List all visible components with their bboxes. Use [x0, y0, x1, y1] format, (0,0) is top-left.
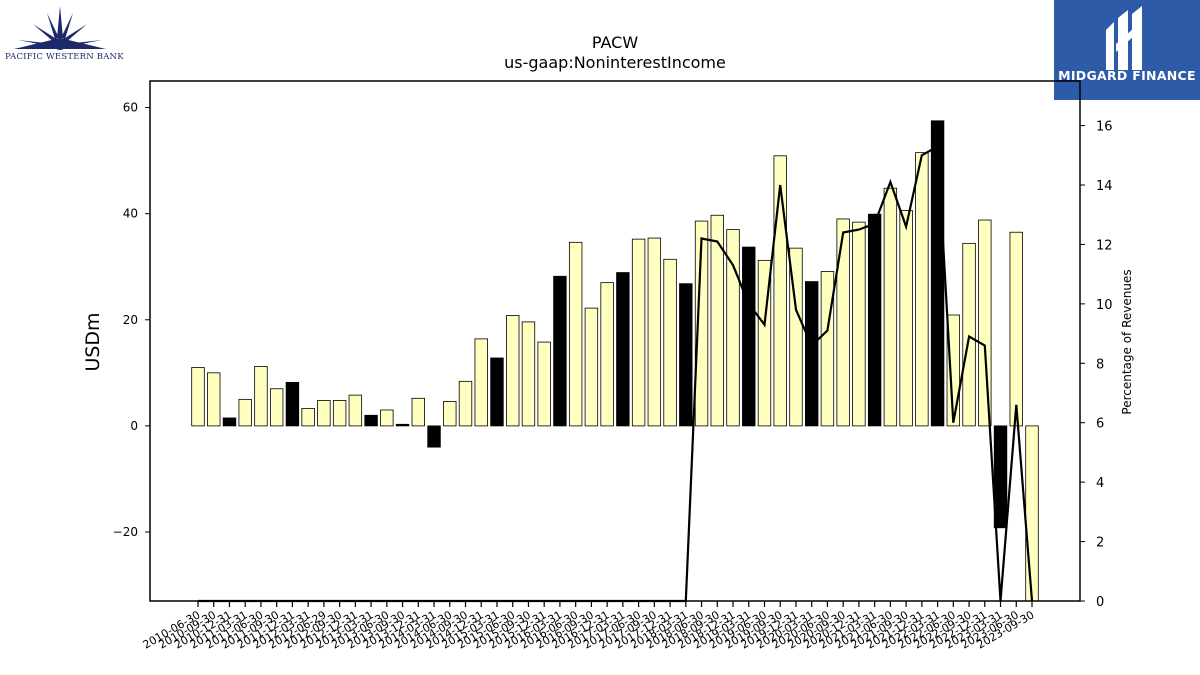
bar: [521, 321, 536, 427]
y-tick-label: −20: [113, 525, 138, 539]
bar: [805, 281, 819, 427]
y2-tick-label: 16: [1096, 120, 1113, 135]
bar: [458, 380, 473, 427]
bar: [348, 394, 363, 427]
bar: [254, 366, 268, 427]
bar: [867, 213, 882, 427]
plot-frame: [149, 80, 1081, 602]
y-tick-label: 0: [130, 419, 138, 433]
bar: [915, 152, 929, 427]
bar: [883, 187, 898, 427]
y-tick-label: 40: [123, 207, 138, 221]
pacific-western-bank-logo: PACIFIC WESTERN BANK: [0, 0, 125, 70]
bar: [773, 155, 787, 427]
chart-subtitle: us-gaap:NoninterestIncome: [504, 53, 726, 72]
midgard-finance-text: MIDGARD FINANCE: [1058, 68, 1196, 83]
bar: [663, 258, 677, 427]
bar: [474, 338, 488, 427]
bar: [679, 283, 693, 427]
bar: [820, 271, 835, 427]
bar: [285, 381, 300, 427]
bar: [647, 237, 662, 427]
bar: [978, 219, 992, 427]
bar: [490, 357, 504, 427]
bar: [506, 315, 520, 427]
bar: [269, 388, 284, 427]
bar: [930, 120, 945, 427]
bar: [537, 341, 551, 427]
bar: [584, 307, 599, 427]
bar: [207, 372, 221, 427]
midgard-mark-icon: [1106, 6, 1142, 70]
bar: [742, 246, 756, 427]
bar: [317, 400, 331, 427]
bar: [553, 275, 567, 427]
bar: [191, 367, 205, 427]
bar: [946, 314, 961, 427]
y-axis-label: USDm: [82, 312, 104, 371]
bar: [1025, 425, 1039, 602]
y2-axis-label: Percentage of Revenues: [1120, 269, 1134, 414]
bar: [710, 214, 724, 427]
bar: [993, 425, 1008, 529]
bar: [694, 220, 709, 427]
midgard-finance-logo: MIDGARD FINANCE: [1054, 0, 1200, 100]
bar: [301, 407, 315, 427]
y2-tick-label: 6: [1096, 417, 1104, 432]
y2-tick-label: 12: [1096, 238, 1113, 253]
chart-title: PACW: [592, 33, 638, 52]
bar: [836, 218, 850, 427]
bar: [852, 221, 866, 427]
bar: [962, 242, 976, 427]
bar: [395, 423, 410, 427]
bar: [1009, 231, 1023, 427]
bar: [222, 417, 237, 427]
bar: [443, 401, 457, 427]
bar: [899, 210, 913, 427]
bar: [380, 409, 394, 427]
bar: [600, 282, 614, 427]
bar: [238, 398, 252, 427]
bar: [726, 229, 740, 427]
bank-name-text: PACIFIC WESTERN BANK: [5, 52, 124, 62]
bar: [411, 397, 425, 427]
y-tick-label: 20: [123, 313, 138, 327]
y2-tick-label: 10: [1096, 298, 1113, 313]
bar: [631, 238, 646, 427]
bar: [427, 425, 441, 448]
y2-tick-label: 0: [1096, 595, 1104, 610]
y2-tick-label: 4: [1096, 476, 1104, 491]
bar: [568, 241, 583, 427]
y2-tick-label: 8: [1096, 357, 1104, 372]
y2-tick-label: 14: [1096, 179, 1113, 194]
y-tick-label: 60: [123, 101, 138, 115]
starburst-icon: [14, 6, 106, 50]
bar: [332, 400, 347, 427]
bar: [616, 272, 630, 427]
y2-tick-label: 2: [1096, 536, 1104, 551]
bar: [364, 414, 378, 427]
